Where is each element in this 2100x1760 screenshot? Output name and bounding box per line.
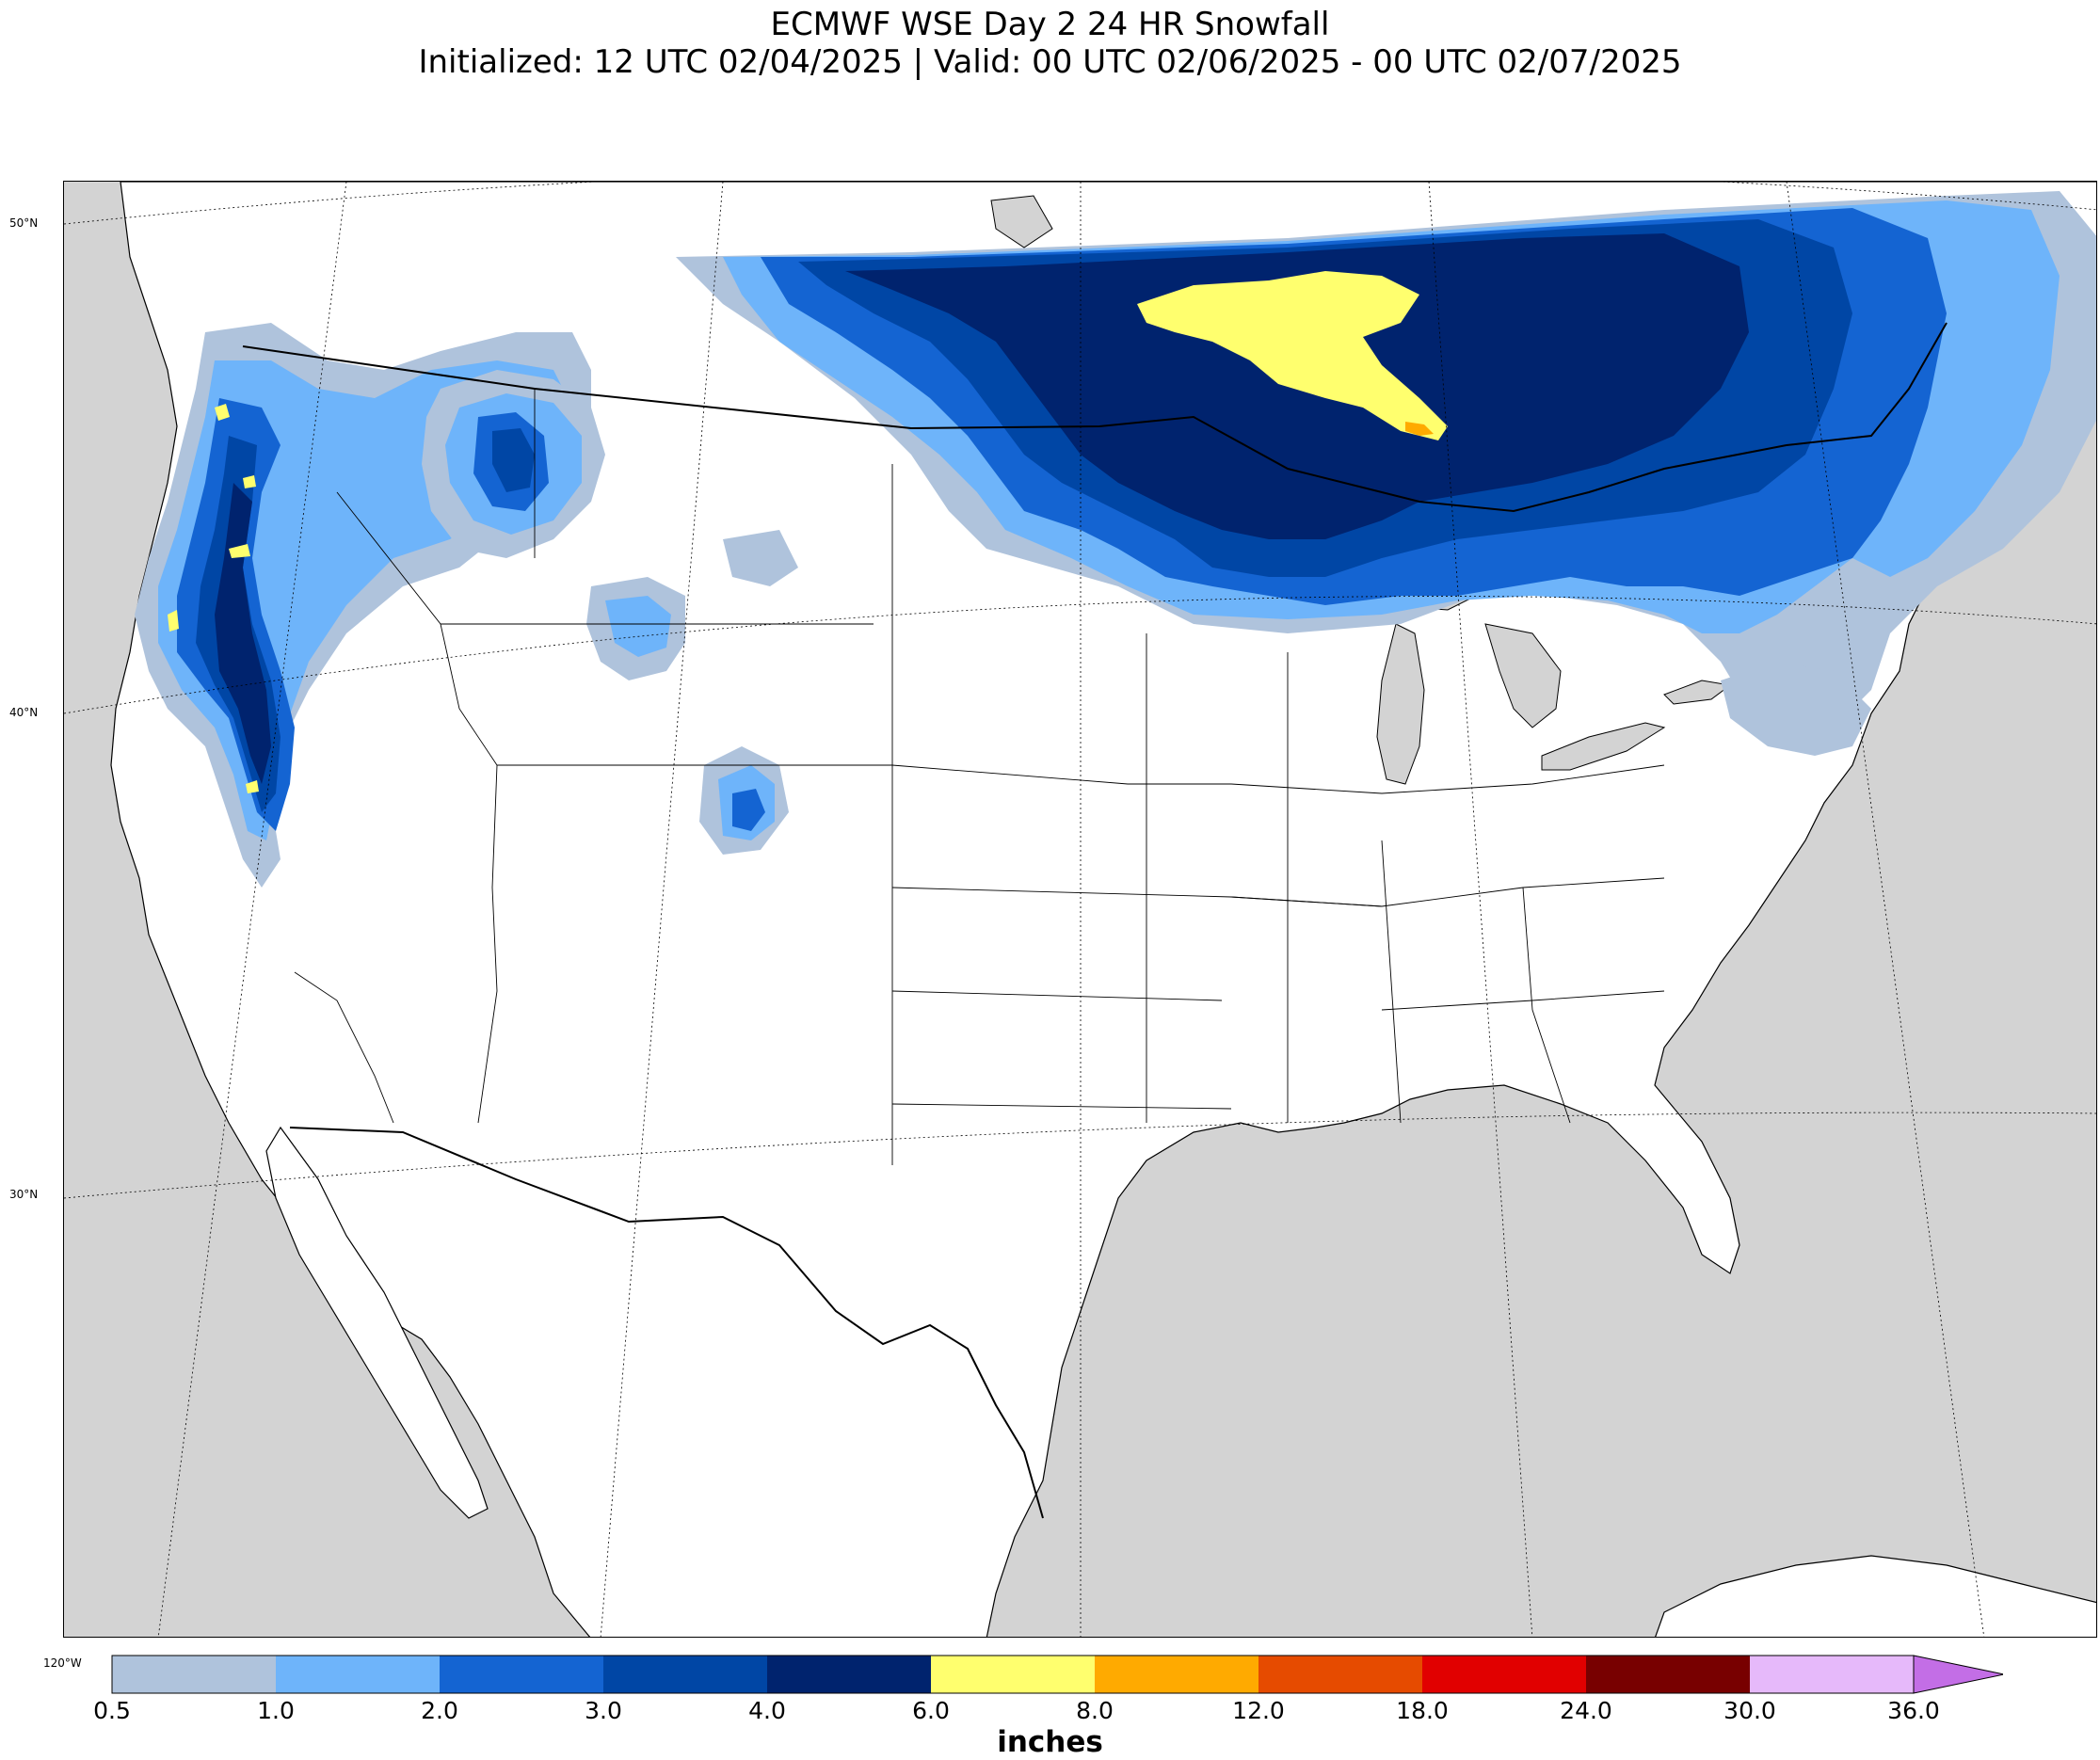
chart-title: ECMWF WSE Day 2 24 HR Snowfall (770, 6, 1330, 43)
border-us-mexico (289, 1127, 1044, 1519)
snow-west-4.0 (215, 483, 271, 784)
colorbar-segment (1422, 1656, 1586, 1693)
colorbar-tick-label: 6.0 (912, 1697, 950, 1724)
colorbar-segment (1586, 1656, 1750, 1693)
colorbar-segment (931, 1656, 1095, 1693)
colorbar-tick-label: 4.0 (748, 1697, 786, 1724)
graticule (64, 182, 2096, 1637)
colorbar-tick-label: 1.0 (257, 1697, 295, 1724)
colorbar-segment (276, 1656, 440, 1693)
snow-west-6.0-b (243, 475, 256, 488)
chart-subtitle: Initialized: 12 UTC 02/04/2025 | Valid: … (418, 43, 1682, 81)
colorbar-segment (440, 1656, 603, 1693)
lake-huron (1484, 623, 1562, 728)
political-borders (242, 322, 1948, 1519)
colorbar-tick-label: 2.0 (421, 1697, 458, 1724)
snow-band-8.0 (1405, 422, 1434, 436)
colorbar-tick-label: 36.0 (1887, 1697, 1940, 1724)
snow-west-6.0-e (246, 780, 259, 793)
colorbar-segment (767, 1656, 931, 1693)
snow-colorado-2.0 (732, 789, 765, 831)
colorbar-units-label: inches (997, 1725, 1103, 1759)
colorbar-segment (1258, 1656, 1422, 1693)
colorbar-segment (1750, 1656, 1914, 1693)
snow-idaho-3.0 (492, 428, 535, 492)
snowfall-shading (135, 191, 2096, 888)
lake-erie (1541, 722, 1666, 771)
colorbar-tick-label: 0.5 (93, 1697, 131, 1724)
hudson-bay-inlet (990, 195, 1053, 248)
colorbar-segment (1095, 1656, 1258, 1693)
land-baja (265, 1126, 489, 1519)
colorbar-segment (603, 1656, 767, 1693)
snow-ne-0.5 (1721, 662, 1871, 756)
colorbar-segment (112, 1656, 276, 1693)
snow-wyoming-1.0 (605, 596, 671, 657)
border-us-canada (242, 322, 1948, 513)
colorbar-tick-label: 24.0 (1560, 1697, 1612, 1724)
colorbar-tick-label: 8.0 (1076, 1697, 1114, 1724)
colorbar-tick-label: 18.0 (1396, 1697, 1449, 1724)
colorbar-tick-label: 30.0 (1723, 1697, 1776, 1724)
snow-montana-0.5 (723, 530, 798, 586)
snow-west-6.0-d (168, 610, 179, 632)
lat-label-30: 30°N (9, 1188, 39, 1201)
state-borders (294, 389, 1665, 1165)
lon-label-120w: 120°W (43, 1656, 82, 1670)
map-panel (63, 181, 2097, 1638)
colorbar-extend-max (1913, 1655, 2003, 1694)
lake-ontario (1663, 680, 1732, 705)
snow-band-6.0 (1137, 271, 1448, 440)
land-cuba (1655, 1555, 2096, 1637)
colorbar (111, 1655, 2003, 1694)
colorbar-outline (111, 1655, 1915, 1694)
lat-label-40: 40°N (9, 706, 39, 719)
lat-label-50: 50°N (9, 216, 39, 230)
snow-west-6.0-c (229, 544, 250, 558)
colorbar-tick-label: 12.0 (1232, 1697, 1285, 1724)
snow-west-6.0-a (215, 404, 230, 421)
lake-michigan (1376, 623, 1425, 785)
colorbar-tick-label: 3.0 (585, 1697, 622, 1724)
